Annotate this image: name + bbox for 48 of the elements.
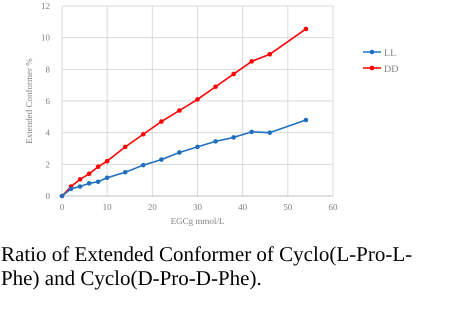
point — [104, 175, 110, 180]
point — [231, 72, 236, 76]
y-tick-label: 6 — [46, 96, 50, 106]
point — [267, 130, 272, 135]
point — [96, 164, 100, 170]
point — [122, 144, 128, 150]
point — [249, 59, 254, 64]
point — [78, 177, 82, 182]
x-tick-label: 30 — [193, 202, 202, 212]
x-axis-title: EGCg mmol/L — [170, 216, 224, 226]
point — [195, 97, 200, 102]
y-tick-label: 4 — [46, 128, 50, 138]
y-tick-label: 2 — [46, 159, 50, 170]
y-tick-label: 8 — [46, 64, 50, 74]
x-tick-label: 10 — [102, 202, 112, 212]
point — [195, 144, 200, 150]
point — [231, 135, 236, 140]
point — [104, 158, 110, 164]
point — [141, 162, 146, 168]
text: Ratio of Extended Conformer of Cyclo(L-Pro-L-Phe) and Cyclo(D-Pro-D-Phe). — [0, 241, 414, 290]
x-tick-label: 20 — [148, 202, 158, 212]
point — [159, 157, 164, 162]
x-tick-label: 0 — [60, 202, 65, 212]
point — [159, 119, 164, 124]
y-axis-title: Extended Conformer % — [24, 58, 34, 144]
y-tick-label: 0 — [46, 191, 50, 201]
point — [177, 108, 182, 113]
point — [96, 179, 100, 184]
x-tick-label: 40 — [238, 202, 248, 212]
point — [249, 130, 254, 134]
point — [213, 139, 218, 144]
y-tick-label: 10 — [41, 32, 50, 43]
legend-label: LL — [384, 48, 396, 59]
legend-label: DD — [384, 64, 398, 75]
point — [86, 172, 92, 176]
point — [304, 26, 308, 32]
y-tick-label: 12 — [41, 1, 50, 11]
x-tick-label: 60 — [328, 202, 338, 212]
point — [304, 118, 308, 122]
point — [122, 170, 128, 175]
point — [213, 84, 218, 90]
point — [78, 184, 82, 189]
point — [267, 52, 272, 57]
point — [141, 132, 146, 137]
x-tick-label: 50 — [283, 202, 293, 212]
point — [177, 150, 182, 155]
point — [68, 186, 74, 192]
point — [86, 181, 92, 186]
